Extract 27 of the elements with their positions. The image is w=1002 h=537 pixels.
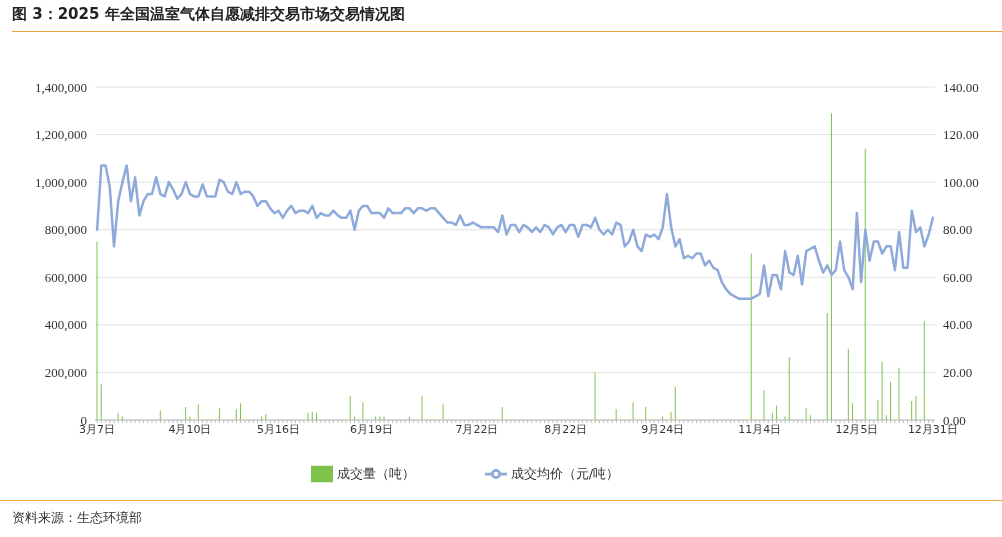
y-tick-label: 200,000	[44, 365, 87, 381]
legend-label: 成交量（吨）	[336, 465, 415, 481]
y2-tick-label: 40.00	[943, 317, 973, 333]
y-tick-label: 1,000,000	[35, 174, 87, 190]
y-tick-label: 1,200,000	[35, 127, 87, 143]
y2-tick-label: 140.00	[943, 79, 979, 95]
x-tick-label: 11月4日	[738, 422, 782, 436]
x-tick-label: 5月16日	[257, 422, 301, 436]
x-tick-label: 12月5日	[835, 422, 879, 436]
y2-tick-label: 20.00	[943, 365, 973, 381]
x-tick-label: 7月22日	[455, 422, 499, 436]
y-tick-label: 600,000	[44, 269, 87, 285]
line-series	[95, 164, 935, 300]
y-tick-label: 800,000	[44, 222, 87, 238]
y2-tick-label: 60.00	[943, 269, 973, 285]
y2-tick-label: 120.00	[943, 127, 979, 143]
y2-tick-label: 80.00	[943, 222, 973, 238]
x-tick-label: 4月10日	[168, 422, 212, 436]
x-tick-label: 6月19日	[349, 422, 393, 436]
y-tick-label: 1,400,000	[35, 79, 87, 95]
legend-label: 成交均价（元/吨）	[510, 465, 620, 481]
y2-tick-label: 100.00	[943, 174, 979, 190]
text: 资料来源：生态环境部	[12, 509, 143, 527]
x-tick-label: 9月24日	[641, 422, 685, 436]
chart-title: 图 3：2025 年全国温室气体自愿减排交易市场交易情况图	[12, 5, 1002, 32]
x-tick-label: 8月22日	[544, 422, 588, 436]
y-tick-label: 400,000	[44, 317, 87, 333]
